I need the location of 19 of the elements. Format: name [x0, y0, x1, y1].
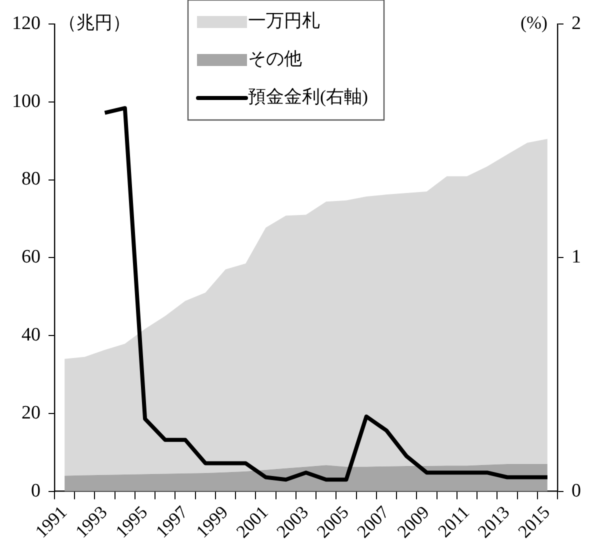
legend-label: その他	[248, 48, 302, 69]
legend-label: 預金金利(右軸)	[248, 86, 368, 107]
x-tick-label: 1999	[192, 502, 232, 542]
y-axis-title: （兆円）	[58, 12, 130, 33]
y2-tick-label: 0	[572, 480, 581, 502]
y-tick-label: 0	[31, 480, 40, 502]
x-tick-label: 2011	[434, 502, 474, 542]
y2-tick-label: 2	[572, 12, 581, 34]
y2-tick-label: 1	[572, 246, 581, 268]
x-tick-label: 1991	[31, 502, 71, 542]
y-tick-label: 120	[12, 12, 40, 34]
x-tick-label: 1993	[71, 502, 111, 542]
legend-label: 一万円札	[248, 10, 320, 31]
y-tick-label: 100	[12, 90, 40, 112]
y-tick-label: 20	[22, 402, 40, 424]
y2-axis-title: (%)	[520, 12, 548, 33]
y-tick-label: 40	[22, 324, 40, 346]
y-tick-label: 80	[22, 168, 40, 190]
y-tick-label: 60	[22, 246, 40, 268]
